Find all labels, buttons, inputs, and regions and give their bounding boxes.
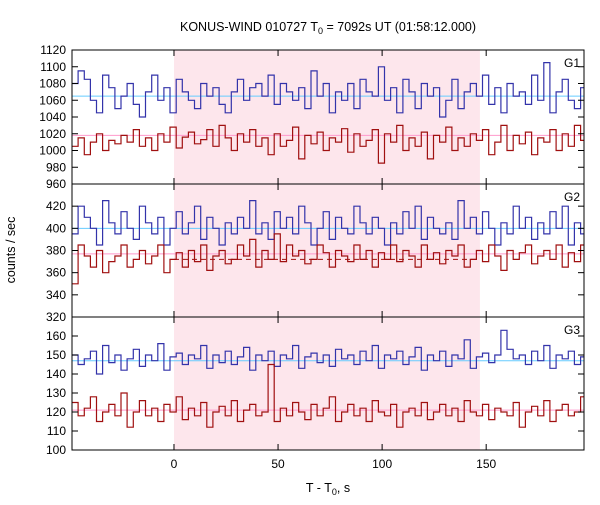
chart-title-subscript: 0 (318, 26, 323, 36)
y-tick-label-1: 960 (46, 177, 66, 191)
low-energy-series-2 (72, 233, 584, 285)
y-tick-label-2: 400 (46, 221, 66, 235)
x-tick-label: 50 (271, 457, 285, 471)
high-energy-series-3 (72, 329, 584, 375)
y-tick-label-1: 1040 (39, 110, 66, 124)
panel-label-2: G2 (564, 190, 580, 204)
y-tick-label-3: 110 (47, 424, 66, 438)
low-energy-series-1 (72, 124, 584, 164)
x-tick-label: 0 (171, 457, 178, 471)
x-axis-title-suffix: , s (337, 481, 350, 495)
y-tick-label-2: 420 (46, 199, 66, 213)
y-tick-label-1: 980 (46, 160, 66, 174)
y-tick-label-3: 130 (46, 386, 66, 400)
x-axis-title-subscript: 0 (332, 487, 337, 497)
y-tick-label-1: 1080 (39, 77, 66, 91)
y-tick-label-3: 140 (46, 367, 66, 381)
x-axis-title-main: T - T (306, 481, 332, 495)
y-tick-label-2: 320 (46, 310, 66, 324)
chart-title-main: KONUS-WIND 010727 T (180, 20, 318, 34)
x-tick-label: 100 (372, 457, 392, 471)
y-tick-label-3: 120 (46, 405, 66, 419)
x-tick-label: 150 (476, 457, 496, 471)
y-tick-label-1: 1120 (40, 43, 66, 57)
panel-label-1: G1 (564, 56, 580, 70)
panels-layer: 9609801000102010401060108011001120G13203… (39, 43, 585, 471)
y-tick-label-1: 1060 (39, 93, 66, 107)
x-axis-title: T - T0, s (306, 481, 350, 497)
shaded-interval-1 (173, 50, 480, 184)
panel-3: 100 110 120 130 140 150 160 G3 (46, 316, 585, 457)
y-tick-label-3: 150 (46, 348, 66, 362)
panel-1: 960 980 1000 1020 1040 1060 1080 1100 1120 G1 (39, 43, 585, 191)
y-tick-label-1: 1020 (39, 127, 66, 141)
panel-label-3: G3 (564, 323, 580, 337)
y-tick-label-3: 160 (46, 329, 66, 343)
y-axis-title: counts / sec (4, 217, 18, 284)
y-tick-label-2: 380 (46, 244, 66, 258)
panel-frame-3 (71, 316, 585, 451)
y-tick-label-2: 360 (46, 266, 66, 280)
high-energy-series-2 (72, 200, 584, 246)
chart-title-suffix: = 7092s UT (01:58:12.000) (323, 20, 476, 34)
y-tick-label-2: 340 (46, 288, 66, 302)
chart-title: KONUS-WIND 010727 T0 = 7092s UT (01:58:1… (180, 20, 476, 36)
low-energy-series-3 (72, 363, 584, 428)
high-energy-series-1 (72, 62, 584, 118)
shaded-interval-3 (173, 317, 480, 450)
panel-2: 320 340 360 380 400 420 G2 (46, 183, 585, 324)
y-tick-label-3: 100 (46, 443, 66, 457)
y-tick-label-1: 1000 (39, 144, 66, 158)
y-tick-label-1: 1100 (40, 60, 66, 74)
